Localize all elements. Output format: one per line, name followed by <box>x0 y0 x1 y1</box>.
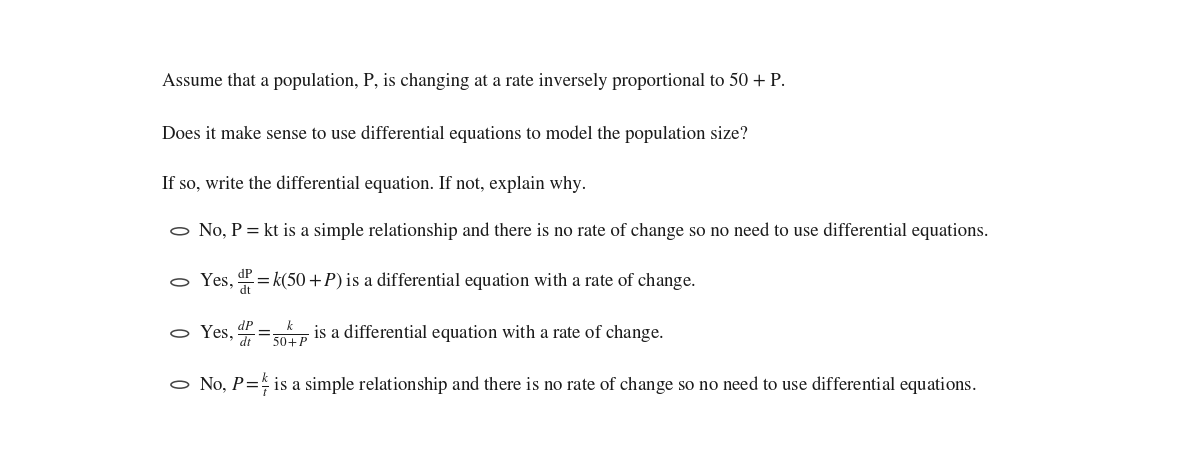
Text: If so, write the differential equation. If not, explain why.: If so, write the differential equation. … <box>162 175 587 192</box>
Text: Yes, $\frac{dP}{dt} = \frac{k}{50+P}$ is a differential equation with a rate of : Yes, $\frac{dP}{dt} = \frac{k}{50+P}$ is… <box>199 318 664 349</box>
Text: Assume that a population, P, is changing at a rate inversely proportional to 50 : Assume that a population, P, is changing… <box>162 73 786 90</box>
Text: No, P = kt is a simple relationship and there is no rate of change so no need to: No, P = kt is a simple relationship and … <box>199 223 989 240</box>
Text: Does it make sense to use differential equations to model the population size?: Does it make sense to use differential e… <box>162 125 748 143</box>
Text: Yes, $\mathdefault{\frac{dP}{dt}} = k(50 + P)$ is a differential equation with a: Yes, $\mathdefault{\frac{dP}{dt}} = k(50… <box>199 267 696 297</box>
Text: No, $P = \frac{k}{t}$ is a simple relationship and there is no rate of change so: No, $P = \frac{k}{t}$ is a simple relati… <box>199 371 977 399</box>
